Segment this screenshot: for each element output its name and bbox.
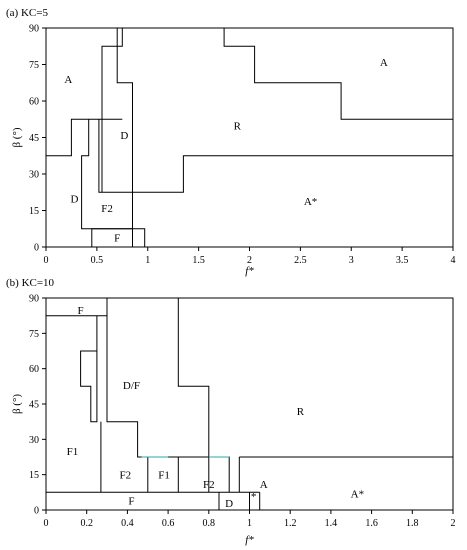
x-tick-label: 0 (44, 255, 49, 266)
x-tick-label: 0.4 (121, 518, 134, 529)
x-tick-label: 1.8 (406, 518, 419, 529)
y-tick-label: 60 (29, 97, 39, 108)
panel-a: (a) KC=5 0 0.5 1 1.5 2 2.5 3 3.5 4 0 15 30 45 60 75 90 f*… (6, 7, 456, 277)
region-label: * (251, 491, 257, 503)
y-tick-label: 45 (29, 400, 39, 411)
x-tick-label: 3.5 (396, 255, 409, 266)
x-tick-label: 0.6 (162, 518, 175, 529)
y-tick-label: 90 (29, 24, 39, 35)
region-label: F2 (120, 470, 132, 482)
x-tick-label: 0.5 (91, 255, 104, 266)
y-axis-label: β (°) (11, 127, 23, 147)
x-tick-label: 1.2 (284, 518, 297, 529)
x-tick-label: 0.2 (80, 518, 93, 529)
region-label: A* (304, 196, 317, 208)
panel-title: (a) KC=5 (6, 7, 48, 19)
region-label: D (71, 193, 79, 205)
y-tick-label: 75 (29, 60, 39, 71)
y-tick-label: 90 (29, 294, 39, 305)
region-label: D (225, 498, 233, 510)
y-tick-label: 30 (29, 435, 39, 446)
region-label: F1 (158, 470, 170, 482)
x-tick-label: 4 (451, 255, 456, 266)
regime-boundary (106, 315, 230, 493)
x-tick-label: 2 (247, 255, 252, 266)
region-label: A (380, 57, 388, 69)
x-axis-label: f* (245, 265, 254, 277)
region-label: F (78, 305, 84, 317)
y-tick-label: 15 (29, 206, 39, 217)
regime-boundary (46, 298, 108, 317)
region-label: D (120, 130, 128, 142)
region-label: A (260, 479, 268, 491)
x-tick-label: 1 (145, 255, 150, 266)
region-label: F (128, 496, 134, 508)
x-tick-label: 1.4 (325, 518, 338, 529)
y-tick-label: 75 (29, 329, 39, 340)
y-tick-label: 0 (34, 506, 39, 517)
x-tick-label: 0 (44, 518, 49, 529)
x-tick-label: 1.6 (365, 518, 378, 529)
region-label: R (297, 406, 305, 418)
x-tick-label: 2 (451, 518, 456, 529)
regime-boundary (177, 298, 210, 457)
panel-title: (b) KC=10 (6, 277, 55, 289)
x-tick-label: 3 (349, 255, 354, 266)
y-tick-label: 0 (34, 243, 39, 254)
x-axis-label: f* (245, 534, 254, 546)
region-label: F1 (67, 446, 79, 458)
x-tick-label: 2.5 (294, 255, 307, 266)
region-label: A (64, 74, 72, 86)
region-label: F (114, 232, 120, 244)
regime-boundary (116, 28, 133, 247)
regime-boundary (101, 28, 123, 193)
regime-boundary (223, 28, 453, 120)
x-tick-label: 0.8 (203, 518, 216, 529)
x-tick-label: 1 (247, 518, 252, 529)
y-axis-label: β (°) (11, 394, 23, 414)
region-label: A* (351, 489, 364, 501)
y-tick-label: 60 (29, 364, 39, 375)
regime-boundary (91, 228, 146, 247)
regime-boundary (80, 315, 98, 423)
regime-boundary (46, 118, 123, 157)
y-tick-label: 30 (29, 170, 39, 181)
regime-boundary (98, 119, 453, 193)
region-label: F2 (101, 203, 113, 215)
region-label: R (234, 120, 242, 132)
y-tick-label: 15 (29, 470, 39, 481)
y-tick-label: 45 (29, 133, 39, 144)
region-label: F2 (203, 479, 215, 491)
panel-b: (b) KC=10 0 0.2 0.4 0.6 0.8 1 1.2 1.4 1.6 1.8 2 0 15 3… (6, 277, 456, 546)
region-label: D/F (123, 380, 140, 392)
x-tick-label: 1.5 (192, 255, 205, 266)
